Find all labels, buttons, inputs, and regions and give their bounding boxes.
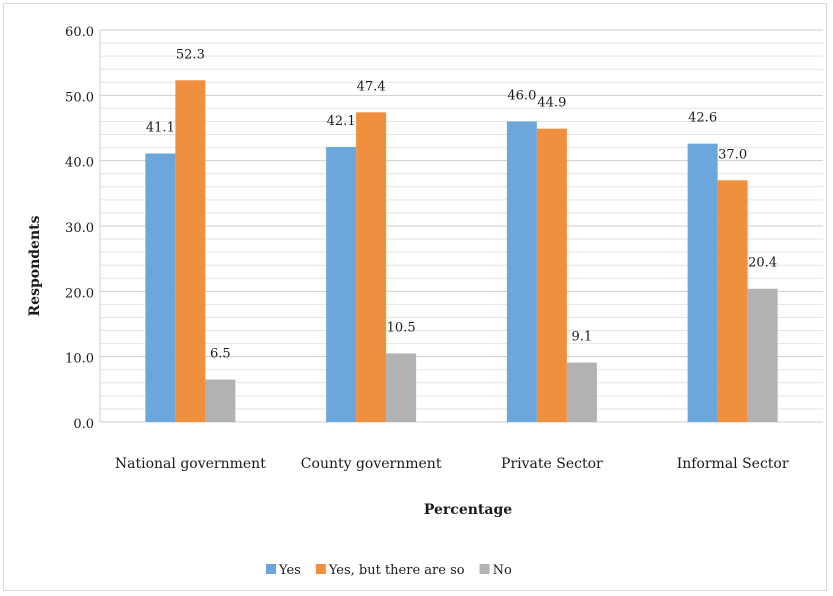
y-axis-ticks: 0.0 10.0 20.0 30.0 40.0 50.0 60.0 xyxy=(65,25,94,432)
data-label: 41.1 xyxy=(146,120,175,135)
bar xyxy=(356,112,387,422)
data-label: 37.0 xyxy=(718,147,747,162)
x-tick-label: County government xyxy=(301,456,442,472)
legend-label: Yes, but there are so xyxy=(328,563,465,578)
legend: Yes Yes, but there are so No xyxy=(266,563,512,578)
y-tick-label: 50.0 xyxy=(65,90,94,105)
bar xyxy=(747,288,778,422)
x-tick-label: National government xyxy=(115,456,266,472)
y-tick-label: 10.0 xyxy=(65,352,94,367)
legend-swatch xyxy=(266,564,276,574)
data-label: 6.5 xyxy=(210,347,231,362)
legend-swatch xyxy=(479,564,490,574)
y-axis-title: Respondents xyxy=(27,215,43,316)
legend-swatch xyxy=(315,564,326,574)
data-label: 52.3 xyxy=(176,47,205,62)
y-tick-label: 20.0 xyxy=(65,286,94,301)
data-label: 10.5 xyxy=(387,320,416,335)
x-axis-categories: National government County government Priv… xyxy=(115,456,789,472)
x-tick-label: Private Sector xyxy=(501,456,603,472)
data-label: 47.4 xyxy=(357,79,386,94)
x-axis-title: Percentage xyxy=(424,502,512,518)
legend-label: No xyxy=(493,563,512,578)
data-label: 9.1 xyxy=(572,330,593,345)
data-label: 44.9 xyxy=(537,96,566,111)
bar xyxy=(145,153,176,423)
legend-label: Yes xyxy=(278,563,301,578)
y-tick-label: 60.0 xyxy=(65,25,94,40)
bar xyxy=(506,121,537,422)
bar xyxy=(326,146,357,423)
data-labels: 41.1 52.3 6.5 42.1 47.4 10.5 46.0 44.9 9.1 42.6 37… xyxy=(146,47,777,361)
x-tick-label: Informal Sector xyxy=(677,456,789,472)
bar xyxy=(566,362,597,422)
bar xyxy=(717,180,748,422)
y-tick-label: 40.0 xyxy=(65,156,94,171)
data-label: 42.6 xyxy=(688,111,717,126)
bar xyxy=(687,143,718,422)
data-label: 20.4 xyxy=(748,256,777,271)
bars xyxy=(145,80,778,423)
bar xyxy=(386,353,417,422)
bar xyxy=(175,80,206,422)
y-tick-label: 0.0 xyxy=(73,417,94,432)
y-tick-label: 30.0 xyxy=(65,221,94,236)
data-label: 46.0 xyxy=(507,88,536,103)
bar xyxy=(205,379,236,422)
data-label: 42.1 xyxy=(327,114,356,129)
bar xyxy=(536,128,567,423)
